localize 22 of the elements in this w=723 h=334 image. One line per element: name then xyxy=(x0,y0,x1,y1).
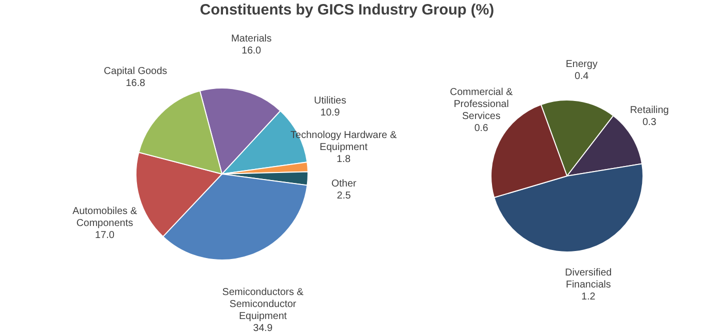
slice-label: Semiconductors & Semiconductor Equipment xyxy=(222,286,304,322)
data-label: 1.2 xyxy=(581,292,596,303)
slice-label: Retailing xyxy=(630,104,669,116)
data-label: 1.8 xyxy=(336,154,351,165)
data-label: 2.5 xyxy=(336,190,352,202)
data-label: 0.4 xyxy=(574,71,589,82)
slice-label: Commercial & Professional Services xyxy=(450,86,513,122)
data-label: 17.0 xyxy=(95,230,115,241)
slice-label: Energy xyxy=(566,59,598,70)
slice-label: Materials xyxy=(231,34,272,45)
slice-label: Utilities xyxy=(314,95,346,106)
slice-label: Diversified Financials xyxy=(565,268,612,291)
slice-label: Other xyxy=(331,178,357,190)
data-label: 0.6 xyxy=(474,122,489,134)
slice-label: Capital Goods xyxy=(104,66,168,77)
data-label: 16.8 xyxy=(126,78,146,89)
chart-title: Constituents by GICS Industry Group (%) xyxy=(200,2,494,19)
data-label: 10.9 xyxy=(320,107,340,118)
slice-label: Automobiles & Components xyxy=(72,206,138,229)
data-label: 34.9 xyxy=(253,322,274,334)
data-label: 0.3 xyxy=(642,116,657,128)
data-label: 16.0 xyxy=(242,46,262,57)
